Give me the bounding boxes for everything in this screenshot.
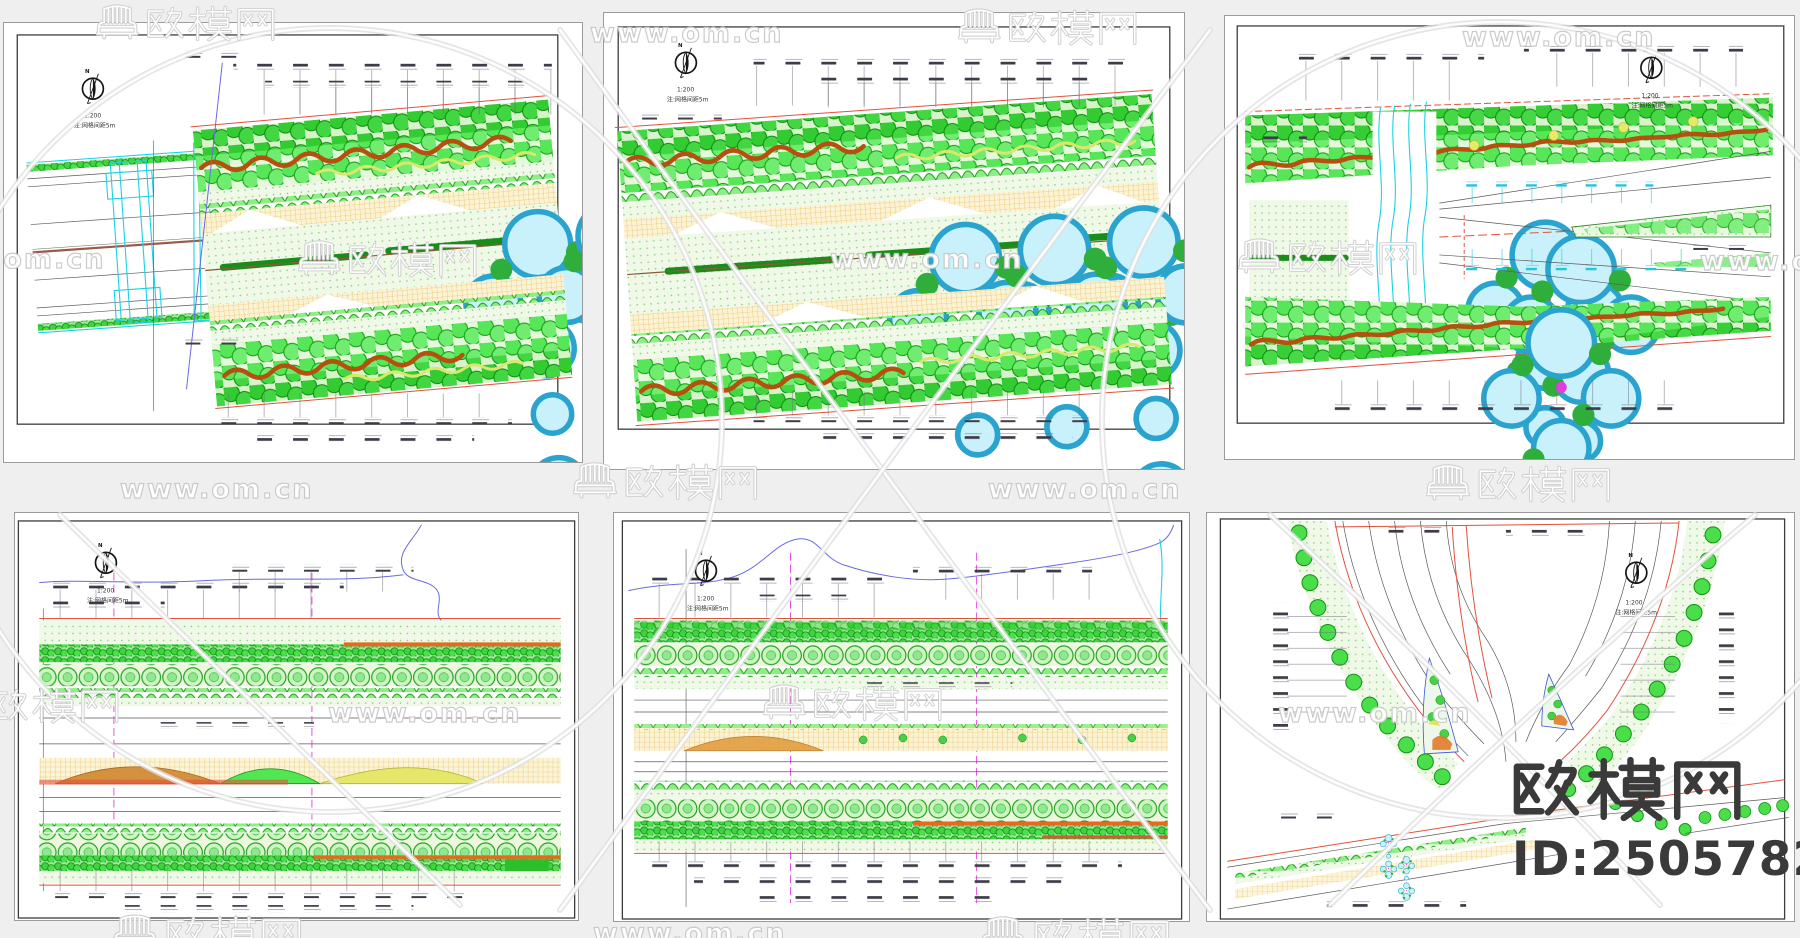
north-arrow	[81, 72, 105, 105]
cad-drawing-5: N 1:200 注:网格间距5m	[621, 520, 1183, 920]
grid-note: 注:网格间距5m	[87, 597, 129, 605]
cad-drawing-3: N 1:200 注:网格间距5m	[1236, 25, 1785, 459]
grid-note: 注:网格间距5m	[1615, 609, 1657, 617]
scale-label: 1:200	[97, 588, 114, 595]
panel-planting-plan-5: N 1:200 注:网格间距5m	[613, 512, 1190, 922]
scale-label: 1:200	[84, 113, 101, 120]
north-label: N	[98, 543, 103, 549]
cad-drawing-6: N 1:200 注:网格间距5m	[1219, 518, 1789, 920]
north-label: N	[698, 551, 703, 557]
grid-note: 注:网格间距5m	[74, 122, 116, 130]
panel-planting-plan-4: N 1:200 注:网格间距5m	[14, 512, 579, 921]
island-b	[1541, 673, 1575, 731]
panel-planting-plan-1: N 1:200 注:网格间距5m	[3, 22, 583, 463]
north-label: N	[678, 43, 683, 49]
north-label: N	[85, 69, 90, 75]
panel-planting-plan-6: N 1:200 注:网格间距5m	[1206, 512, 1795, 922]
sofa-brand-watermark-6	[1426, 462, 1626, 507]
grid-note: 注:网格间距5m	[667, 96, 709, 104]
north-arrow	[674, 47, 698, 79]
scale-label: 1:200	[677, 87, 694, 94]
cad-drawing-4: N 1:200 注:网格间距5m	[17, 520, 576, 919]
island-a	[1422, 656, 1459, 755]
cad-drawing-2: N 1:200 注:网格间距5m	[614, 26, 1184, 469]
scale-label: 1:200	[697, 596, 714, 603]
grid-note: 注:网格间距5m	[687, 605, 729, 613]
road-corridor	[39, 617, 561, 886]
scale-label: 1:200	[1641, 93, 1658, 100]
road-corridor	[634, 617, 1168, 854]
grid-note: 注:网格间距5m	[1631, 102, 1673, 110]
scale-label: 1:200	[1625, 600, 1642, 607]
bottom-road	[1227, 779, 1789, 910]
panel-planting-plan-3: N 1:200 注:网格间距5m	[1224, 15, 1795, 460]
cad-drawing-1: N 1:200 注:网格间距5m	[16, 34, 582, 462]
panel-planting-plan-2: N 1:200 注:网格间距5m	[603, 12, 1185, 470]
north-arrow	[94, 546, 118, 579]
watermark-url-7: www.om.cn	[987, 473, 1182, 505]
north-label: N	[1628, 553, 1633, 559]
north-arrow	[1625, 556, 1648, 589]
watermark-url-6: www.om.cn	[119, 473, 314, 505]
north-label: N	[1643, 48, 1648, 54]
